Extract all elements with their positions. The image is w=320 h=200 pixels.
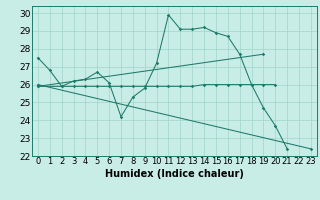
X-axis label: Humidex (Indice chaleur): Humidex (Indice chaleur) xyxy=(105,169,244,179)
